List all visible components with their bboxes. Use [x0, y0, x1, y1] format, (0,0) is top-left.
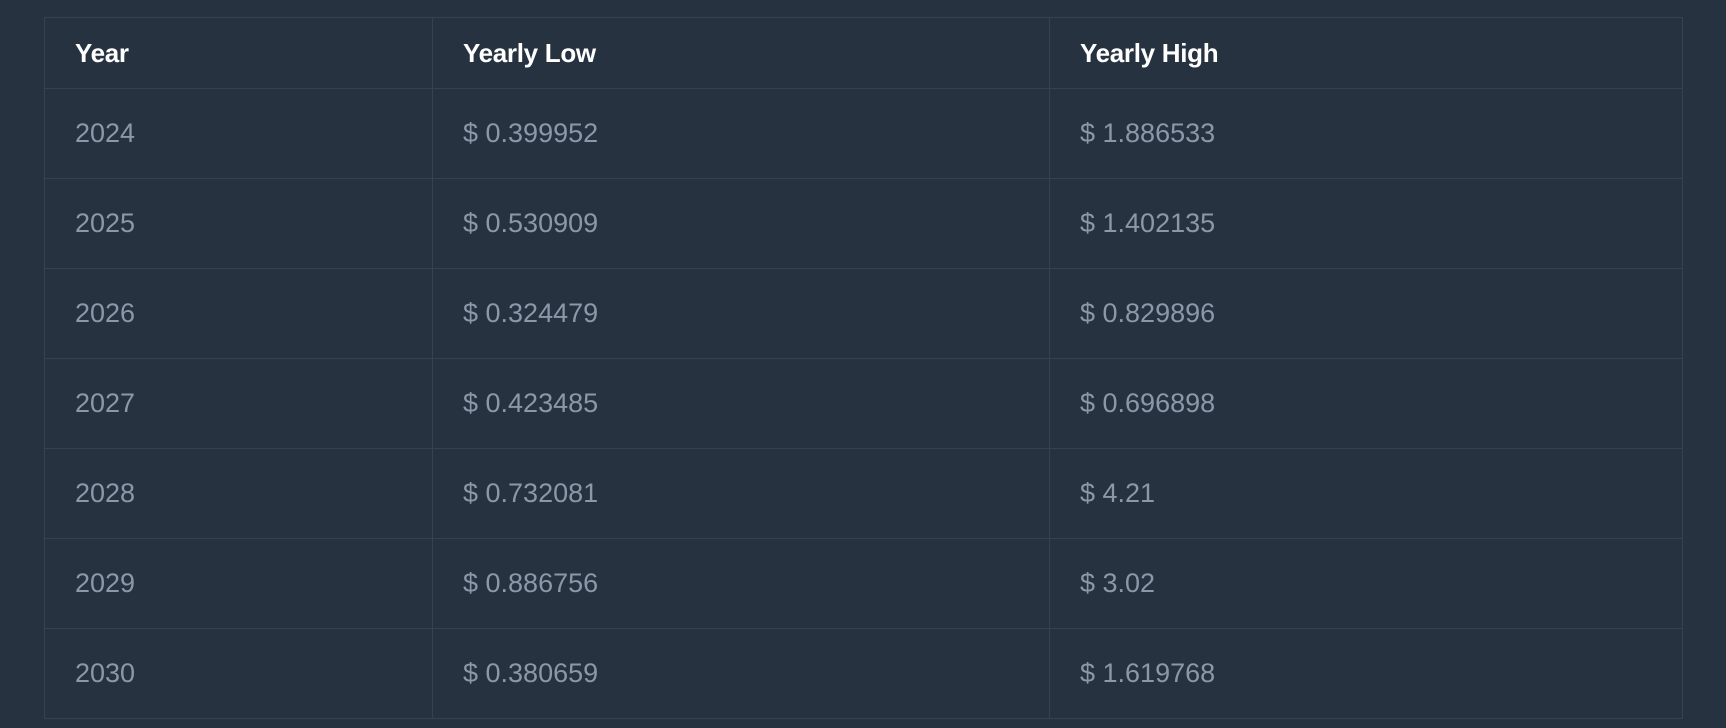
cell-yearly-high: $ 1.402135 [1049, 178, 1683, 269]
column-header-year: Year [44, 17, 433, 89]
price-forecast-table: Year Yearly Low Yearly High 2024 $ 0.399… [44, 17, 1683, 719]
cell-yearly-low: $ 0.423485 [432, 358, 1050, 449]
cell-yearly-low: $ 0.530909 [432, 178, 1050, 269]
table-row: 2027 $ 0.423485 $ 0.696898 [44, 358, 1683, 449]
cell-year: 2028 [44, 448, 433, 539]
table-row: 2029 $ 0.886756 $ 3.02 [44, 538, 1683, 629]
cell-yearly-low: $ 0.399952 [432, 88, 1050, 179]
cell-yearly-low: $ 0.324479 [432, 268, 1050, 359]
table-body: 2024 $ 0.399952 $ 1.886533 2025 $ 0.5309… [44, 88, 1683, 719]
column-header-yearly-high: Yearly High [1049, 17, 1683, 89]
cell-yearly-high: $ 1.619768 [1049, 628, 1683, 719]
price-forecast-table-container: Year Yearly Low Yearly High 2024 $ 0.399… [44, 17, 1683, 719]
cell-year: 2025 [44, 178, 433, 269]
column-header-yearly-low: Yearly Low [432, 17, 1050, 89]
header-row: Year Yearly Low Yearly High [44, 17, 1683, 89]
cell-yearly-high: $ 0.829896 [1049, 268, 1683, 359]
cell-year: 2027 [44, 358, 433, 449]
table-row: 2030 $ 0.380659 $ 1.619768 [44, 628, 1683, 719]
cell-year: 2029 [44, 538, 433, 629]
table-row: 2028 $ 0.732081 $ 4.21 [44, 448, 1683, 539]
cell-yearly-high: $ 4.21 [1049, 448, 1683, 539]
cell-yearly-high: $ 3.02 [1049, 538, 1683, 629]
cell-yearly-high: $ 0.696898 [1049, 358, 1683, 449]
cell-year: 2026 [44, 268, 433, 359]
table-row: 2024 $ 0.399952 $ 1.886533 [44, 88, 1683, 179]
cell-yearly-low: $ 0.886756 [432, 538, 1050, 629]
cell-yearly-high: $ 1.886533 [1049, 88, 1683, 179]
cell-yearly-low: $ 0.380659 [432, 628, 1050, 719]
table-row: 2026 $ 0.324479 $ 0.829896 [44, 268, 1683, 359]
table-row: 2025 $ 0.530909 $ 1.402135 [44, 178, 1683, 269]
table-header: Year Yearly Low Yearly High [44, 17, 1683, 89]
cell-year: 2030 [44, 628, 433, 719]
cell-yearly-low: $ 0.732081 [432, 448, 1050, 539]
cell-year: 2024 [44, 88, 433, 179]
